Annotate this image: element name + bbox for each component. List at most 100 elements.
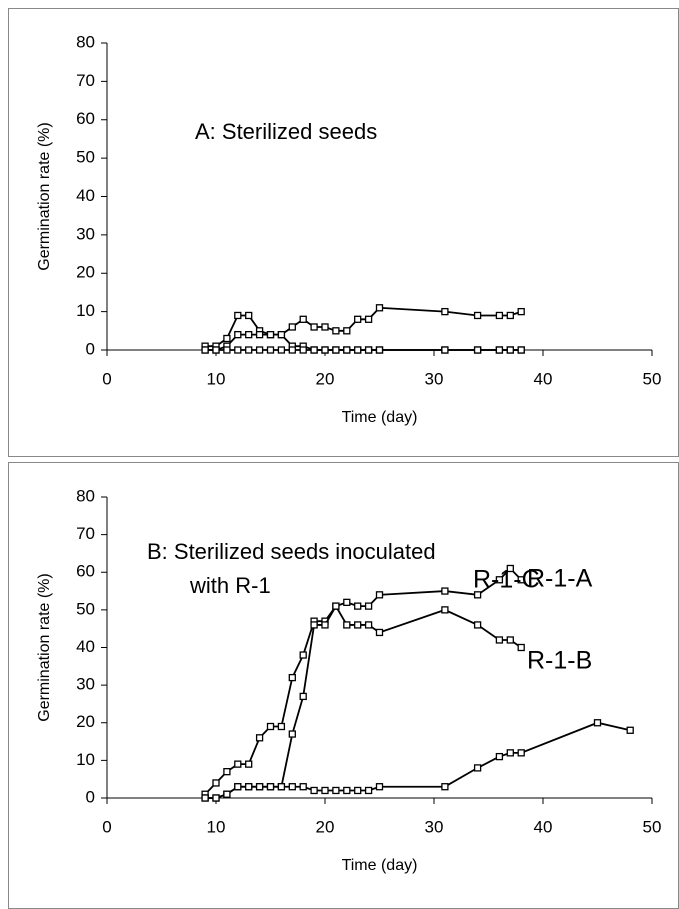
y-tick-label: 30 (76, 675, 95, 694)
x-tick-label: 20 (316, 817, 335, 836)
marker (332, 602, 340, 610)
marker (364, 315, 373, 323)
marker (234, 346, 242, 354)
y-tick-label: 20 (76, 712, 95, 731)
x-tick-label: 50 (643, 369, 662, 388)
annotation: B: Sterilized seeds inoculated (147, 539, 436, 564)
marker (321, 621, 329, 629)
marker (441, 346, 449, 354)
marker (266, 330, 275, 339)
marker (255, 346, 264, 354)
marker (506, 749, 514, 757)
marker (255, 330, 264, 339)
x-tick-label: 10 (207, 369, 226, 388)
marker (375, 304, 384, 312)
marker (343, 327, 351, 335)
y-axis-title: Germination rate (%) (36, 122, 53, 271)
marker (332, 786, 340, 795)
marker (441, 783, 449, 791)
y-tick-label: 50 (76, 148, 95, 167)
marker (234, 311, 242, 320)
marker (299, 692, 307, 701)
marker (201, 794, 209, 802)
x-tick-label: 50 (643, 817, 662, 836)
marker (517, 576, 525, 584)
y-tick-label: 80 (76, 486, 95, 505)
marker (375, 346, 384, 354)
marker (277, 783, 286, 791)
marker (495, 636, 504, 644)
marker (517, 307, 525, 316)
marker (266, 346, 275, 354)
series-label: R-1-C (473, 566, 540, 594)
marker (255, 734, 264, 742)
marker (441, 606, 449, 614)
marker (364, 602, 373, 610)
marker (245, 760, 253, 768)
marker (310, 346, 318, 354)
marker (277, 330, 286, 339)
marker (354, 621, 362, 629)
x-tick-label: 30 (425, 817, 444, 836)
marker (299, 315, 307, 323)
x-tick-label: 40 (534, 369, 553, 388)
marker (310, 323, 318, 331)
series-line (204, 567, 522, 795)
marker (212, 346, 220, 354)
x-axis-title: Time (day) (342, 857, 418, 874)
marker (375, 591, 384, 599)
marker (245, 346, 253, 354)
marker (343, 346, 351, 354)
marker (266, 722, 275, 731)
marker (299, 651, 307, 659)
marker (234, 330, 242, 339)
marker (354, 602, 362, 610)
marker (517, 643, 525, 652)
y-tick-label: 60 (76, 109, 95, 128)
marker (343, 598, 351, 606)
x-tick-label: 40 (534, 817, 553, 836)
marker (321, 323, 329, 331)
series-label: R-1-B (527, 647, 592, 675)
y-tick-label: 40 (76, 637, 95, 656)
x-tick-label: 0 (102, 817, 111, 836)
marker (506, 311, 514, 320)
marker (288, 730, 296, 738)
marker (223, 768, 231, 776)
annotation: with R-1 (189, 573, 271, 598)
marker (332, 327, 340, 335)
marker (255, 783, 264, 791)
marker (506, 564, 514, 573)
marker (321, 786, 329, 795)
x-tick-label: 10 (207, 817, 226, 836)
marker (441, 587, 449, 595)
y-tick-label: 80 (76, 32, 95, 51)
y-tick-label: 60 (76, 562, 95, 581)
x-tick-label: 20 (316, 369, 335, 388)
marker (332, 346, 340, 354)
marker (364, 621, 373, 629)
marker (223, 790, 231, 798)
marker (277, 722, 286, 731)
marker (354, 786, 362, 795)
marker (364, 786, 373, 795)
marker (245, 311, 253, 320)
y-tick-label: 30 (76, 224, 95, 243)
marker (473, 591, 482, 599)
y-tick-label: 0 (86, 339, 95, 358)
series-label: R-1-A (527, 565, 593, 593)
y-tick-label: 10 (76, 301, 95, 320)
series-line (205, 306, 522, 348)
marker (277, 346, 286, 354)
marker (288, 346, 296, 354)
marker (266, 783, 275, 791)
marker (517, 749, 525, 757)
marker (245, 330, 253, 339)
marker (473, 764, 482, 772)
marker (288, 673, 296, 682)
marker (310, 786, 318, 795)
marker (288, 323, 296, 331)
x-tick-label: 30 (425, 369, 444, 388)
marker (375, 628, 384, 637)
